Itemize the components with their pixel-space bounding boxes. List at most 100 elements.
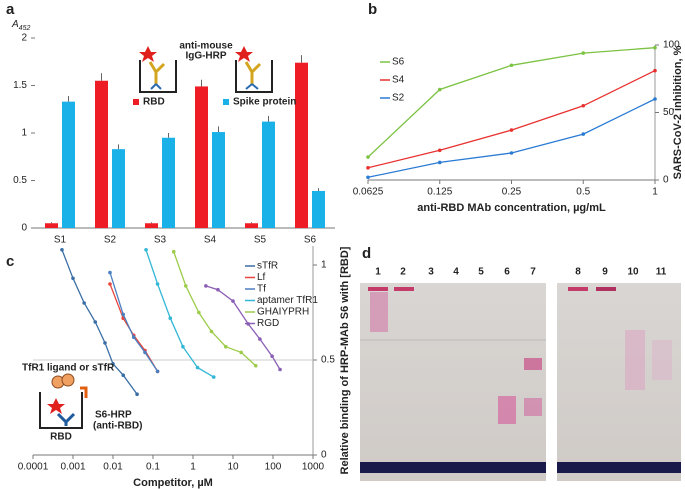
x-tick-label: 100 (265, 462, 282, 473)
x-tick-label: 0.25 (502, 187, 522, 198)
gel-image (360, 283, 681, 481)
annotation: IgG-HRP (185, 51, 226, 62)
data-point (211, 375, 216, 379)
y-tick-label: 50 (663, 107, 675, 118)
data-point (366, 175, 370, 180)
legend-label: sTfR (257, 261, 278, 272)
bar (162, 137, 175, 228)
data-point (509, 128, 514, 132)
data-point (653, 45, 657, 50)
x-tick-label: 0.0001 (18, 462, 49, 473)
lane-label: 10 (627, 267, 639, 278)
legend-label: RGD (257, 318, 279, 329)
lane-label: 2 (400, 267, 406, 278)
y-axis-title-main: A (11, 19, 19, 30)
lane-label: 11 (656, 267, 667, 278)
legend-label: Tf (257, 284, 266, 295)
annotation: TfR1 ligand or sTfR (22, 363, 115, 374)
x-axis-title: anti-RBD MAb concentration, µg/mL (417, 202, 606, 214)
legend-label: Spike protein (233, 97, 296, 108)
data-point (121, 312, 126, 317)
data-point (581, 51, 586, 55)
x-tick-label: S6 (304, 235, 317, 246)
data-point (231, 299, 235, 303)
annotation: RBD (50, 432, 72, 443)
x-tick-label: 0.01 (103, 462, 123, 473)
data-point (253, 363, 258, 368)
data-point (653, 68, 657, 73)
y-tick-label: 0 (663, 175, 669, 186)
data-point (437, 87, 442, 92)
x-tick-label: S2 (104, 235, 117, 246)
y-tick-label: 0.5 (13, 175, 27, 186)
bar (212, 132, 225, 228)
legend-label: aptamer TfR1 (257, 295, 318, 306)
legend-label: S2 (392, 93, 405, 104)
data-point (366, 166, 370, 170)
data-point (258, 337, 262, 341)
x-tick-label: 1000 (302, 462, 325, 473)
legend-label: RBD (143, 97, 165, 108)
series-line (61, 249, 138, 395)
data-point (82, 301, 86, 305)
x-tick-label: 0.5 (576, 187, 590, 198)
legend-label: Lf (257, 272, 266, 283)
data-point (111, 362, 115, 366)
data-point (121, 373, 126, 378)
legend-swatch (133, 99, 139, 105)
y-tick-label: 1 (321, 260, 327, 271)
series-line (367, 98, 656, 178)
data-point (131, 335, 136, 340)
data-point (183, 284, 188, 288)
data-point (509, 151, 514, 155)
bar (112, 149, 125, 228)
data-point (366, 155, 370, 159)
pictogram (139, 46, 273, 93)
lane-label: 4 (453, 267, 459, 278)
y-tick-label: 0 (21, 223, 27, 234)
data-point (437, 160, 442, 165)
bar (145, 223, 158, 228)
x-axis-title: Competitor, µM (133, 477, 213, 489)
data-point (270, 354, 274, 359)
pictogram (39, 373, 88, 429)
data-point (108, 270, 112, 275)
bar (195, 86, 208, 228)
data-point (278, 367, 282, 372)
series-line (173, 251, 257, 367)
lane-label: 6 (504, 267, 510, 278)
panel-label: a (6, 1, 15, 18)
x-tick-label: 0.125 (427, 187, 452, 198)
y-tick-label: 100 (663, 40, 680, 51)
y-tick-label: 0 (321, 450, 327, 461)
bar (312, 190, 325, 228)
data-point (216, 287, 220, 292)
data-point (223, 344, 228, 349)
data-point (143, 350, 147, 355)
bar (95, 80, 108, 228)
bar (262, 121, 275, 228)
bar (295, 62, 308, 229)
y-axis-title: A452 (11, 19, 30, 32)
x-tick-label: 0.0625 (353, 187, 384, 198)
data-point (60, 248, 64, 252)
data-point (581, 132, 586, 136)
data-point (437, 148, 442, 153)
x-tick-label: 0.1 (146, 462, 160, 473)
x-tick-label: 1 (190, 462, 196, 473)
y-axis-title: Relative binding of HRP-MAb S6 with [RBD… (339, 246, 351, 474)
panel-label: b (368, 1, 377, 18)
annotation: S6-HRP (95, 410, 132, 421)
x-tick-label: 0.001 (60, 462, 85, 473)
y-axis-title: SARS-CoV-2 inhibition, % (672, 45, 684, 179)
y-tick-label: 1.5 (13, 80, 27, 91)
y-tick-label: 2 (21, 33, 27, 44)
bar (45, 223, 58, 228)
data-point (71, 276, 75, 281)
panel-label: d (362, 245, 371, 262)
lane-label: 7 (530, 267, 536, 278)
lane-label: 9 (602, 267, 608, 278)
legend-label: S4 (392, 75, 405, 86)
data-point (197, 310, 201, 315)
